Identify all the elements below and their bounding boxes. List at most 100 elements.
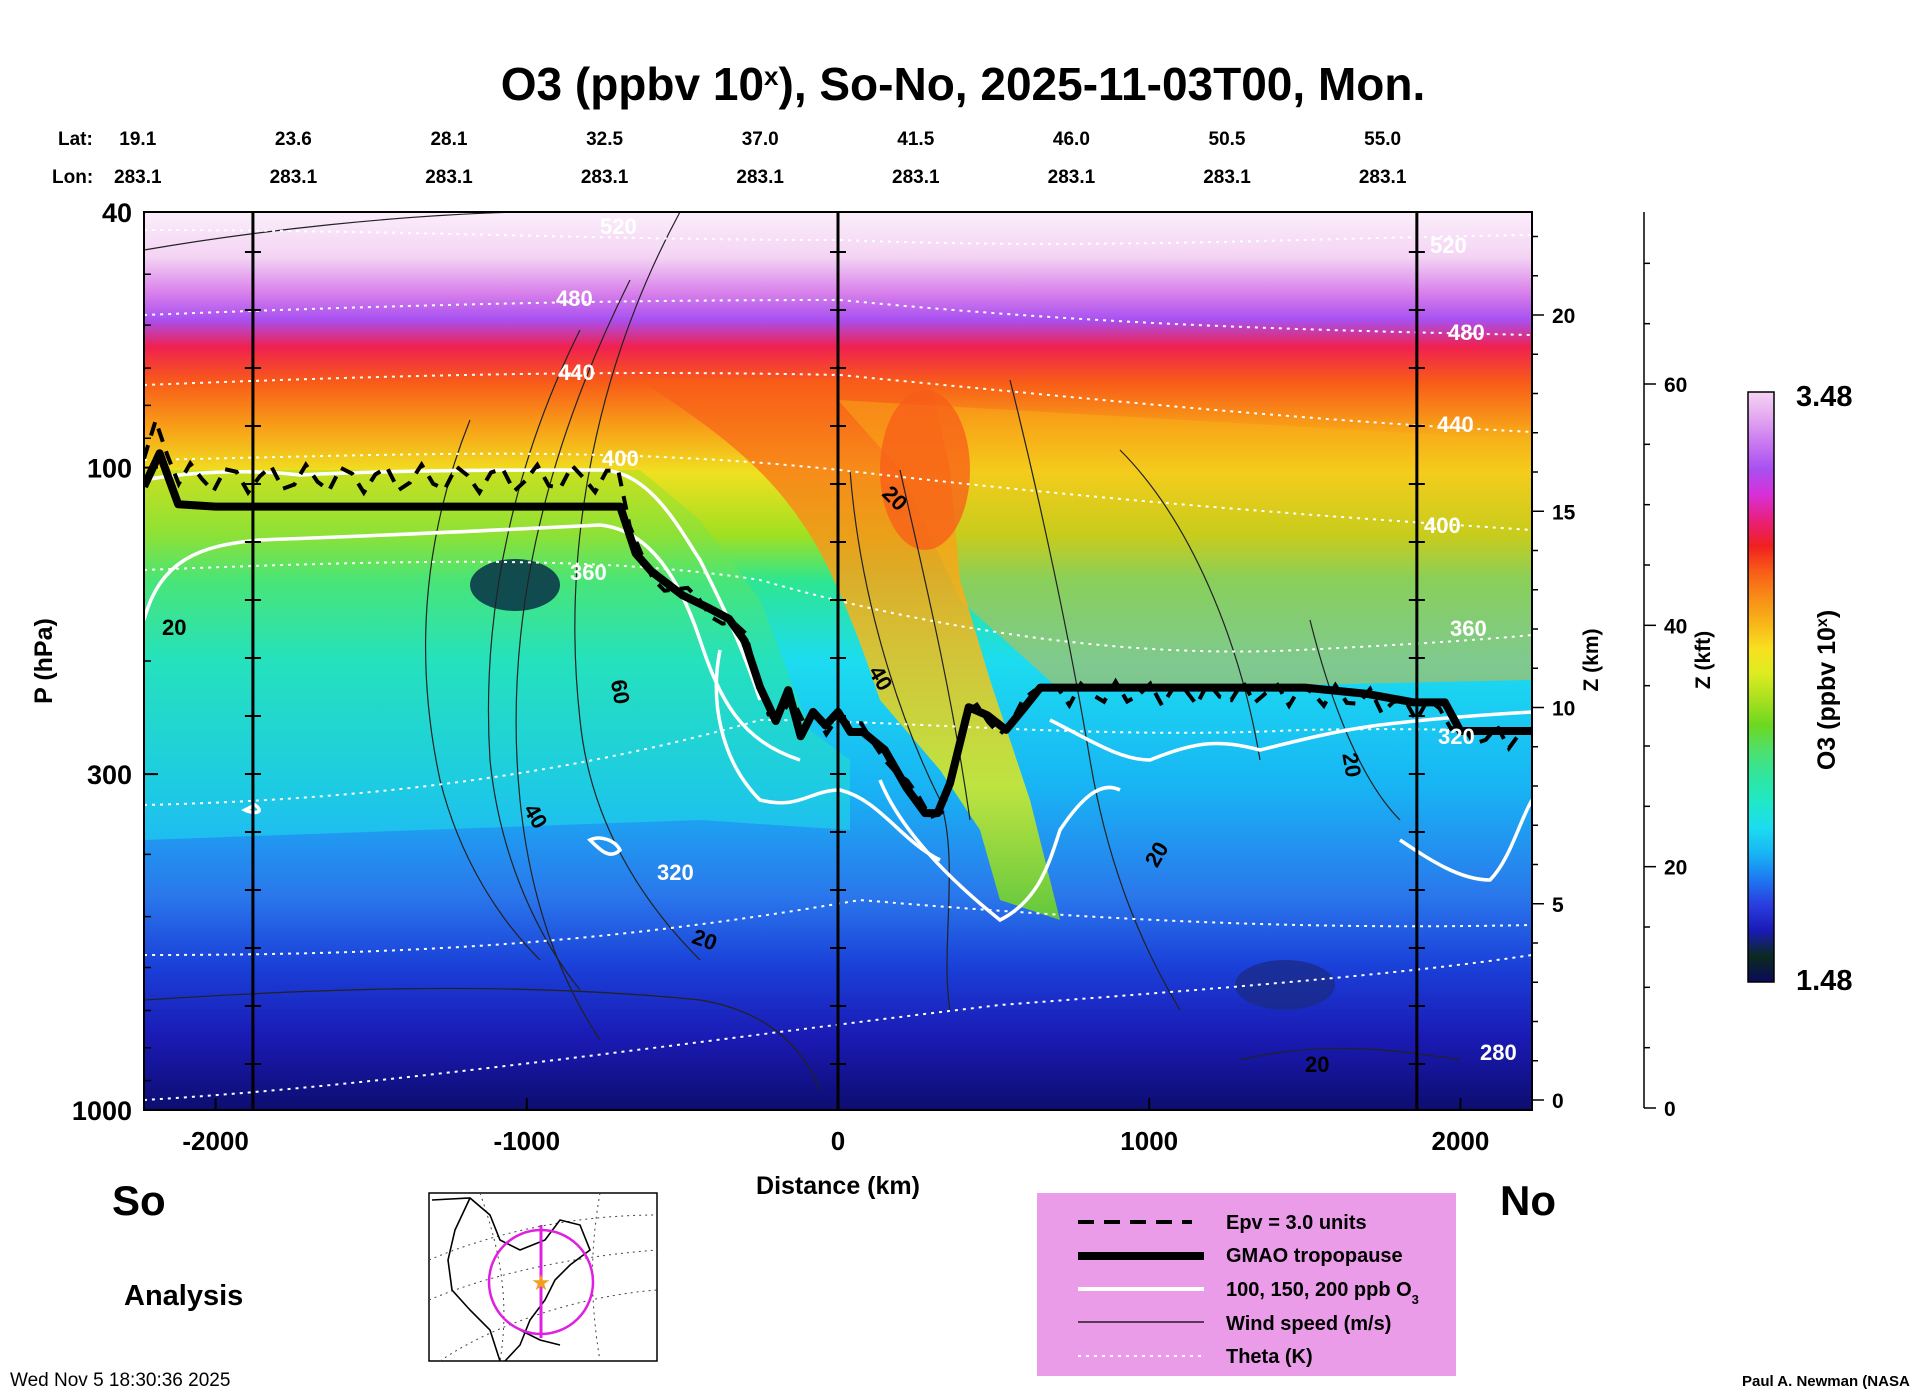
y-axis-label: P (hPa)	[30, 618, 58, 704]
lat-header-label: Lat:	[58, 129, 93, 150]
lon-value: 283.1	[1048, 167, 1096, 188]
lat-value: 50.5	[1209, 129, 1246, 150]
lon-value: 283.1	[270, 167, 318, 188]
ozone-ppb-contour	[714, 649, 941, 862]
wind-contour	[899, 469, 971, 821]
analysis-label: Analysis	[124, 1280, 243, 1312]
x-axis-label: Distance (km)	[756, 1172, 920, 1200]
theta-contour	[144, 560, 1532, 653]
lon-value: 283.1	[892, 167, 940, 188]
z-km-tick-label: 5	[1552, 894, 1564, 917]
legend-ozone-label: 100, 150, 200 ppb O3	[1226, 1279, 1419, 1307]
ozone-ppb-contour	[878, 779, 1121, 923]
theta-label: 520	[1430, 233, 1467, 258]
z-kft-tick-label: 0	[1664, 1098, 1676, 1121]
theta-contour	[144, 229, 1532, 245]
chart-title: O3 (ppbv 10x), So-No, 2025-11-03T00, Mon…	[501, 58, 1426, 110]
graticule-line	[479, 1192, 505, 1362]
ozone-tropopause-fold	[640, 380, 1060, 920]
inset-locator-map: ★	[428, 1192, 658, 1362]
theta-contour	[144, 718, 1532, 806]
z-kft-tick-label: 60	[1664, 374, 1687, 397]
z-km-tick-label: 10	[1552, 698, 1575, 721]
theta-label: 400	[1424, 513, 1461, 538]
inset-map-graticule	[428, 1192, 658, 1362]
z-km-tick-label: 0	[1552, 1090, 1564, 1113]
x-tick-label: 2000	[1431, 1126, 1489, 1156]
z-kft-tick-label: 40	[1664, 615, 1687, 638]
ozone-minimum-blob	[470, 559, 560, 611]
lat-value: 55.0	[1364, 129, 1401, 150]
theta-contour	[144, 372, 1532, 433]
y-tick-label: 1000	[72, 1096, 132, 1126]
theta-label: 280	[1480, 1040, 1517, 1065]
wind-label: 20	[162, 615, 186, 640]
ozone-ppb-contour	[1399, 799, 1532, 882]
theta-label: 360	[1450, 616, 1487, 641]
theta-label: 480	[556, 286, 593, 311]
lon-value: 283.1	[114, 167, 162, 188]
graticule-line	[428, 1214, 658, 1261]
theta-contour	[144, 452, 1532, 531]
colorbar-min-label: 1.48	[1796, 965, 1852, 997]
theta-contours	[144, 229, 1532, 1101]
north-label: No	[1500, 1177, 1556, 1224]
plot-frame	[143, 211, 1533, 1111]
credit: Paul A. Newman (NASA	[1742, 1373, 1910, 1390]
wind-contour	[515, 279, 631, 1041]
wind-contour	[144, 212, 521, 251]
ozone-low-patch	[1235, 960, 1335, 1010]
theta-labels: 520 480 440 400 360 320 280 520 480 440 …	[556, 214, 1517, 1065]
colorbar-label: O3 (ppbv 10x)	[1813, 610, 1841, 770]
timestamp: Wed Nov 5 18:30:36 2025	[10, 1370, 230, 1391]
wind-contour	[1239, 1047, 1461, 1061]
z-kft-tick-label: 20	[1664, 857, 1687, 880]
theta-contour	[144, 954, 1532, 1101]
lat-value: 28.1	[430, 129, 467, 150]
x-tick-label: 1000	[1120, 1126, 1178, 1156]
lon-value: 283.1	[581, 167, 629, 188]
ozone-ppb-contour	[241, 802, 261, 815]
theta-label: 320	[657, 860, 694, 885]
legend-wind-label: Wind speed (m/s)	[1226, 1313, 1391, 1335]
wind-contour	[1119, 449, 1261, 761]
wind-label: 20	[1337, 751, 1366, 779]
wind-contour	[574, 212, 701, 961]
lat-value: 41.5	[897, 129, 934, 150]
ozone-lower-strat-band	[144, 470, 850, 840]
wind-speed-contours	[144, 212, 1461, 1091]
lat-value: 19.1	[119, 129, 156, 150]
inset-map-coastline	[431, 1197, 591, 1362]
legend-theta-label: Theta (K)	[1226, 1346, 1313, 1368]
theta-label: 360	[570, 560, 607, 585]
wind-label: 20	[1305, 1052, 1329, 1077]
colorbar-max-label: 3.48	[1796, 381, 1852, 413]
lon-value: 283.1	[425, 167, 473, 188]
lat-value: 32.5	[586, 129, 623, 150]
wind-label: 60	[606, 678, 635, 706]
theta-label: 400	[602, 446, 639, 471]
z-km-axis-label: Z (km)	[1580, 629, 1603, 692]
ozone-stratospheric-intrusion	[880, 390, 970, 550]
z-kft-axis-label: Z (kft)	[1692, 631, 1715, 689]
lon-value: 283.1	[1203, 167, 1251, 188]
theta-label: 520	[600, 214, 637, 239]
graticule-line	[428, 1249, 658, 1301]
wind-contour	[1009, 379, 1181, 1011]
lat-value: 46.0	[1053, 129, 1090, 150]
x-tick-label: -1000	[494, 1126, 561, 1156]
ozone-north-upper-band	[838, 400, 1532, 690]
ozone-ppb-contour	[1049, 710, 1532, 762]
inset-map-center-star-icon: ★	[531, 1270, 551, 1295]
lon-value: 283.1	[1359, 167, 1407, 188]
colorbar	[1747, 391, 1775, 983]
lat-lon-header-row: 19.1 283.1 23.6 283.1 28.1 283.1 32.5 283.1 37.0…	[114, 129, 1407, 188]
theta-label: 440	[1437, 412, 1474, 437]
theta-label: 440	[558, 360, 595, 385]
x-tick-label: 0	[831, 1126, 845, 1156]
y-tick-label: 40	[102, 198, 132, 228]
legend: Epv = 3.0 units GMAO tropopause 100, 150…	[1037, 1193, 1456, 1376]
wind-contour	[1309, 619, 1401, 821]
wind-contour	[487, 329, 581, 991]
wind-contour	[144, 987, 821, 1091]
